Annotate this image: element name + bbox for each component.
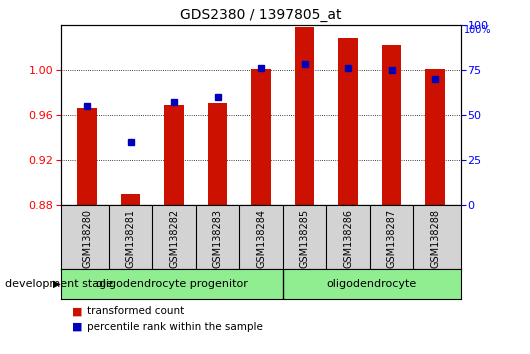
Text: GSM138283: GSM138283 [213,209,223,268]
Text: 100%: 100% [464,25,491,35]
Text: oligodendrocyte progenitor: oligodendrocyte progenitor [96,279,248,289]
Bar [251,69,271,205]
Text: GSM138281: GSM138281 [126,209,136,268]
Text: GSM138287: GSM138287 [386,209,396,268]
Bar [425,69,445,205]
Text: GSM138288: GSM138288 [430,209,440,268]
Bar [208,103,227,205]
Bar [77,108,97,205]
Title: GDS2380 / 1397805_at: GDS2380 / 1397805_at [180,8,342,22]
Text: GSM138286: GSM138286 [343,209,353,268]
Text: oligodendrocyte: oligodendrocyte [327,279,417,289]
Text: GSM138284: GSM138284 [256,209,266,268]
Text: GSM138280: GSM138280 [82,209,92,268]
Text: GSM138282: GSM138282 [169,209,179,268]
Text: ▶: ▶ [54,279,61,289]
Text: development stage: development stage [5,279,113,289]
Text: percentile rank within the sample: percentile rank within the sample [87,322,263,332]
Bar [382,45,401,205]
Bar [121,194,140,205]
Bar [295,27,314,205]
Text: GSM138285: GSM138285 [299,209,310,268]
Bar [164,105,184,205]
Text: transformed count: transformed count [87,306,184,316]
Bar [338,38,358,205]
Text: ■: ■ [72,306,82,316]
Text: ■: ■ [72,322,82,332]
